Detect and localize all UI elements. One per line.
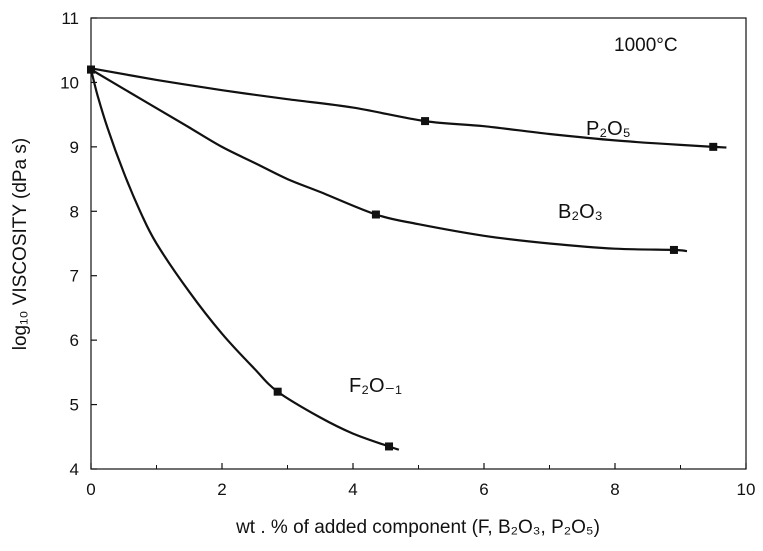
y-tick-label: 7 [70, 267, 79, 286]
y-axis-ticks: 4 5 6 7 8 9 10 11 [60, 9, 97, 479]
x-tick-label: 0 [86, 480, 95, 499]
y-tick-label: 4 [70, 460, 79, 479]
x-axis-label: wt . % of added component (F, B₂O₃, P₂O₅… [235, 517, 600, 538]
series-line-0 [90, 67, 727, 149]
data-point-series-2 [87, 65, 95, 74]
series-line-2 [89, 69, 400, 451]
y-tick-label: 10 [60, 73, 79, 92]
data-point-series-1 [371, 210, 380, 219]
x-axis-ticks: 0 2 4 6 8 10 [86, 463, 755, 499]
x-tick-label: 8 [610, 480, 619, 499]
x-tick-label: 2 [217, 480, 226, 499]
series-label-f2o-1: F₂O₋₁ [349, 375, 402, 397]
x-tick-label: 10 [737, 480, 756, 499]
y-tick-label: 9 [70, 138, 79, 157]
x-tick-label: 4 [348, 480, 357, 499]
data-point-series-0 [421, 117, 430, 126]
data-point-series-2 [385, 442, 394, 451]
y-tick-label: 5 [70, 396, 79, 415]
x-tick-label: 6 [479, 480, 488, 499]
y-tick-label: 8 [70, 202, 79, 221]
series-label-b2o3: B₂O₃ [558, 201, 603, 223]
series-curves [89, 67, 727, 451]
data-point-series-2 [273, 387, 282, 396]
data-point-series-0 [709, 142, 718, 151]
series-label-p2o5: P₂O₅ [586, 118, 631, 140]
series-markers [87, 65, 718, 451]
annotation-temperature: 1000°C [614, 35, 678, 56]
series-line-1 [90, 68, 688, 253]
y-tick-label: 6 [70, 331, 79, 350]
y-axis-label: log₁₀ VISCOSITY (dPa s) [10, 138, 31, 350]
y-tick-label: 11 [61, 9, 79, 28]
data-point-series-1 [669, 245, 678, 254]
